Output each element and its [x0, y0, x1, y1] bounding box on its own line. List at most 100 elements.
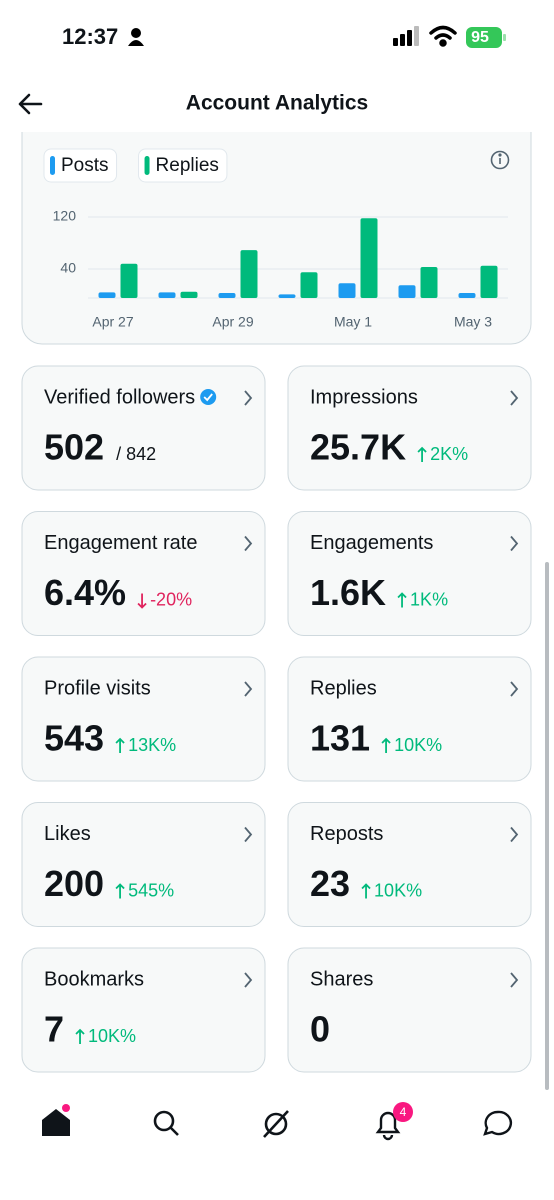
card-label: Reposts	[310, 823, 383, 845]
trend-arrow	[397, 592, 407, 608]
bar	[458, 293, 476, 298]
signal-icon	[393, 26, 419, 46]
card-delta: 10K%	[88, 1026, 136, 1046]
card-label: Likes	[44, 823, 91, 845]
x-tick-label: Apr 27	[92, 314, 133, 330]
card-background	[21, 511, 266, 636]
chevron	[510, 390, 519, 406]
metric-card[interactable]: Profile visits 543 13K%	[21, 656, 266, 782]
battery	[466, 27, 502, 48]
card-background	[21, 656, 266, 782]
card-background	[21, 802, 266, 927]
y-tick-label: 40	[60, 260, 76, 276]
card-value: 131	[310, 718, 370, 759]
chevron	[244, 390, 253, 406]
legend-swatch	[144, 156, 150, 175]
status-time: 12:37	[62, 24, 118, 49]
card-background	[287, 511, 532, 636]
back-button[interactable]	[18, 93, 43, 115]
bar	[120, 263, 138, 298]
chevron	[244, 681, 253, 697]
grok-tab[interactable]	[263, 1110, 289, 1138]
verified-check	[203, 393, 213, 402]
messages-tab[interactable]	[483, 1110, 513, 1136]
metric-card[interactable]: Shares 0	[287, 947, 532, 1073]
bar	[218, 293, 236, 298]
chevron	[510, 972, 519, 988]
notification-badge: 4	[400, 1105, 407, 1119]
card-background	[287, 947, 532, 1073]
bar	[360, 218, 378, 298]
verified-badge	[200, 389, 217, 405]
card-delta: 10K%	[394, 735, 442, 755]
chevron	[244, 535, 253, 552]
legend-item[interactable]	[138, 148, 228, 183]
chevron	[244, 826, 253, 843]
card-delta: 2K%	[430, 444, 468, 464]
legend-label: Posts	[61, 155, 109, 176]
card-delta: -20%	[150, 589, 192, 609]
chevron	[510, 681, 519, 697]
metric-card[interactable]: Engagements 1.6K 1K%	[287, 511, 532, 636]
metric-card[interactable]: Likes 200 545%	[21, 802, 266, 927]
card-background	[287, 656, 532, 782]
bar	[180, 291, 198, 298]
trend-arrow	[137, 593, 147, 609]
legend-item[interactable]	[43, 148, 118, 183]
legend-label: Replies	[156, 155, 219, 176]
bar	[420, 267, 438, 298]
bar	[480, 265, 498, 298]
card-value: 0	[310, 1009, 330, 1050]
battery-level: 95	[471, 29, 489, 46]
y-tick-label: 120	[53, 208, 77, 224]
card-value: 502	[44, 427, 104, 468]
card-label: Engagements	[310, 532, 433, 554]
card-label: Verified followers	[44, 386, 195, 408]
x-tick-label: May 3	[454, 314, 492, 330]
notifications-tab[interactable]	[375, 1102, 413, 1141]
person-icon	[128, 28, 144, 46]
metric-cards: Verified followers 502 / 842 Impressions 25.…	[21, 365, 532, 1073]
chevron	[510, 535, 519, 552]
card-delta: 545%	[128, 880, 174, 900]
trend-arrow	[417, 446, 427, 462]
metric-card[interactable]: Impressions 25.7K 2K%	[287, 365, 532, 491]
page-title: Account Analytics	[186, 92, 368, 115]
scrollbar	[545, 562, 549, 1090]
chevron	[244, 972, 253, 988]
battery-tip	[503, 34, 506, 41]
x-tick-label: May 1	[334, 314, 372, 330]
card-value: 7	[44, 1009, 64, 1050]
x-tick-label: Apr 29	[212, 314, 253, 330]
card-value: 543	[44, 718, 104, 759]
card-delta: 1K%	[410, 589, 448, 609]
card-value: 23	[310, 863, 350, 904]
info-icon[interactable]	[490, 150, 510, 170]
card-label: Shares	[310, 968, 373, 990]
chevron	[510, 826, 519, 843]
card-label: Bookmarks	[44, 968, 144, 990]
metric-card[interactable]: Bookmarks 7 10K%	[21, 947, 266, 1073]
card-background	[21, 947, 266, 1073]
search-tab[interactable]	[153, 1110, 179, 1136]
bar	[240, 250, 258, 298]
card-label: Impressions	[310, 386, 418, 408]
trend-arrow	[75, 1028, 85, 1044]
bar	[398, 285, 416, 298]
metric-card[interactable]: Reposts 23 10K%	[287, 802, 532, 927]
trend-arrow	[115, 883, 125, 899]
metric-card[interactable]: Replies 131 10K%	[287, 656, 532, 782]
chart: Posts Replies 40 120 Apr 27 Apr 29 May 1 May 3	[43, 148, 508, 330]
card-label: Profile visits	[44, 677, 151, 699]
metric-card[interactable]: Verified followers 502 / 842	[21, 365, 266, 491]
metric-card[interactable]: Engagement rate 6.4% -20%	[21, 511, 266, 636]
card-label: Engagement rate	[44, 532, 197, 554]
home-tab[interactable]	[42, 1104, 70, 1136]
wifi-icon	[429, 25, 457, 47]
bar	[278, 294, 296, 298]
legend-swatch	[50, 156, 55, 175]
card-delta: 10K%	[374, 880, 422, 900]
card-label: Replies	[310, 677, 377, 699]
card-value: 1.6K	[310, 572, 386, 613]
bar	[300, 272, 318, 298]
